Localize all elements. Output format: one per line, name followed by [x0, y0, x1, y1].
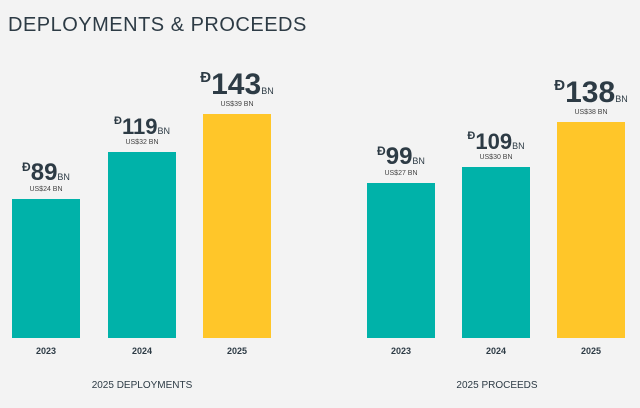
- x-tick-label: 2025: [580, 346, 602, 356]
- currency-symbol: Đ: [467, 130, 476, 143]
- unit-label: BN: [615, 94, 628, 105]
- value-label: Đ109BN US$30 BN: [426, 131, 566, 162]
- value-label: Đ138BN US$38 BN: [521, 78, 640, 117]
- value-number: 138: [565, 76, 616, 110]
- x-tick-label: 2025: [226, 346, 248, 356]
- unit-label: BN: [261, 86, 274, 97]
- usd-label: US$24 BN: [29, 185, 63, 193]
- currency-symbol: Đ: [22, 159, 31, 174]
- value-number: 89: [30, 158, 58, 186]
- x-tick-label: 2023: [390, 346, 412, 356]
- value-number: 109: [475, 129, 513, 155]
- chart-title: 2025 DEPLOYMENTS: [91, 380, 193, 391]
- x-tick-label: 2024: [131, 346, 153, 356]
- unit-label: BN: [412, 156, 425, 167]
- chart-title: 2025 PROCEEDS: [456, 380, 538, 391]
- page-title: DEPLOYMENTS & PROCEEDS: [8, 14, 307, 36]
- bar-2025: [557, 122, 625, 338]
- x-tick-label: 2024: [485, 346, 507, 356]
- value-label: Đ119BN US$32 BN: [72, 113, 212, 146]
- usd-label: US$39 BN: [220, 101, 254, 109]
- bar-2023: [367, 183, 435, 338]
- value-main: Đ143BN: [167, 70, 307, 100]
- unit-label: BN: [157, 125, 170, 136]
- usd-label: US$32 BN: [125, 138, 159, 146]
- value-label: Đ143BN US$39 BN: [167, 70, 307, 109]
- bar-2024: [462, 167, 530, 338]
- bar-2025: [203, 114, 271, 338]
- value-main: Đ138BN: [521, 78, 640, 108]
- value-label: Đ89BN US$24 BN: [0, 158, 116, 193]
- value-number: 119: [121, 113, 158, 139]
- currency-symbol: Đ: [554, 77, 566, 95]
- x-tick-label: 2023: [35, 346, 57, 356]
- value-main: Đ99BN: [331, 145, 471, 169]
- value-number: 143: [211, 68, 262, 102]
- currency-symbol: Đ: [377, 144, 386, 159]
- value-main: Đ89BN: [0, 158, 116, 186]
- usd-label: US$30 BN: [479, 154, 513, 162]
- usd-label: US$38 BN: [574, 109, 608, 117]
- unit-label: BN: [512, 141, 525, 152]
- value-label: Đ99BN US$27 BN: [331, 145, 471, 178]
- value-main: Đ119BN: [72, 113, 212, 139]
- currency-symbol: Đ: [200, 69, 212, 87]
- unit-label: BN: [57, 171, 70, 182]
- value-number: 99: [385, 143, 413, 171]
- bar-2023: [12, 198, 80, 338]
- value-main: Đ109BN: [426, 131, 566, 153]
- bar-2024: [108, 151, 176, 338]
- usd-label: US$27 BN: [384, 170, 418, 178]
- currency-symbol: Đ: [114, 114, 122, 127]
